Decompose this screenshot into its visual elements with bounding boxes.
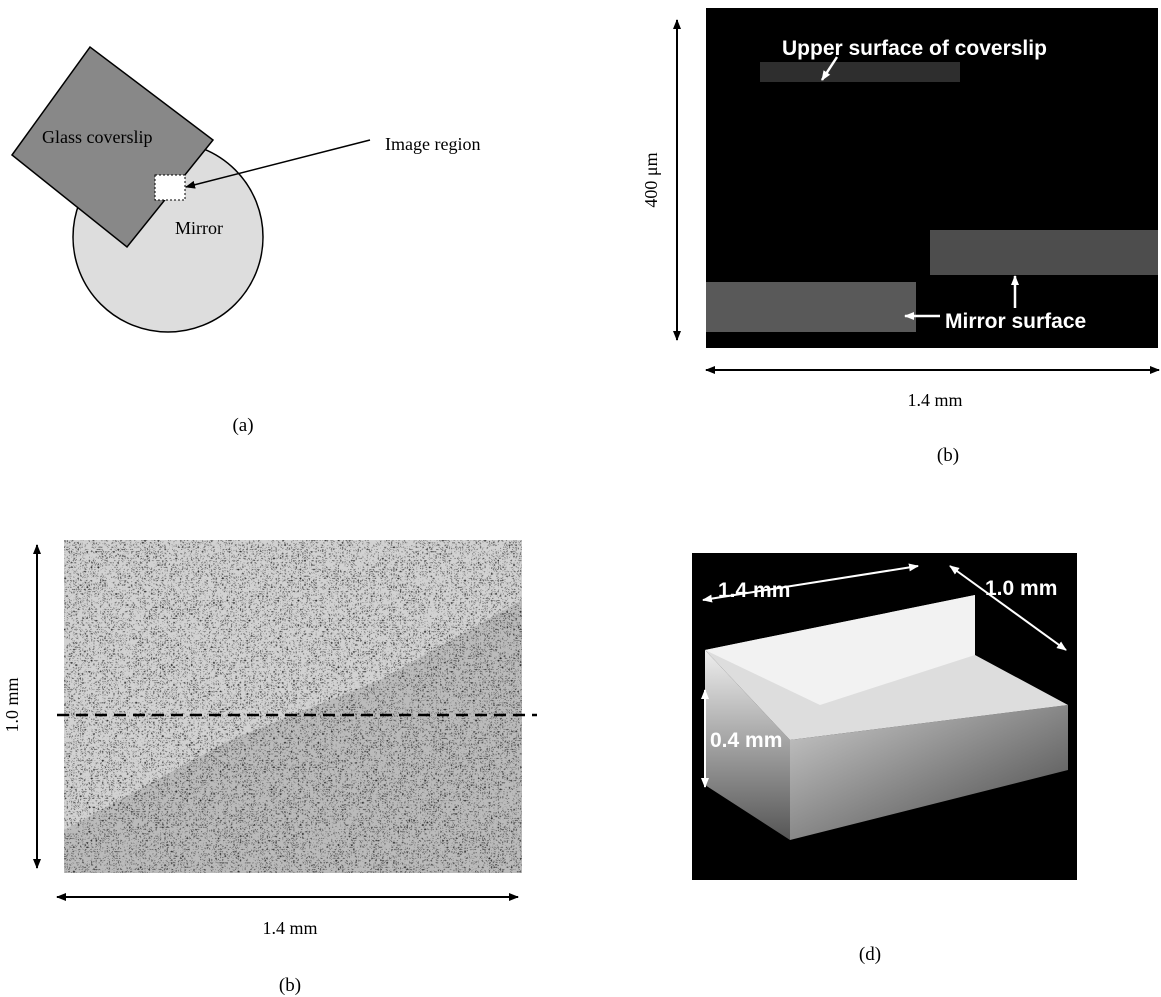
annotation: Mirror xyxy=(175,218,223,238)
image-noise xyxy=(64,540,522,873)
dimension-arrow xyxy=(702,563,919,603)
panel-label: (b) xyxy=(279,975,301,996)
annotation: 0.4 mm xyxy=(710,729,782,752)
panel-a: Glass coverslip Mirror Image region (a) xyxy=(10,45,480,436)
arrow xyxy=(820,56,839,81)
dimension-label: 1.0 mm xyxy=(2,677,22,732)
band xyxy=(930,230,1158,275)
dimension-label: 1.4 mm xyxy=(262,918,317,938)
dimension-label: 1.4 mm xyxy=(907,390,962,410)
annotation: 1.0 mm xyxy=(985,577,1057,600)
block-face xyxy=(705,650,790,840)
annotation: Upper surface of coverslip xyxy=(782,37,1047,60)
panel-d: 1.4 mm 1.0 mm 0.4 mm (d) xyxy=(692,553,1077,965)
panel-b-oct: Upper surface of coverslip Mirror surfac… xyxy=(641,8,1160,466)
dimension-arrow xyxy=(949,565,1067,651)
annotation: Image region xyxy=(385,134,480,154)
panel-label: (d) xyxy=(859,944,881,965)
image-noise xyxy=(706,8,1158,348)
panel-b-enface: 1.0 mm 1.4 mm (b) xyxy=(2,540,537,996)
block-top-raised xyxy=(705,595,975,705)
panel-label: (a) xyxy=(232,415,253,436)
band xyxy=(760,62,960,82)
band xyxy=(706,282,916,332)
block-face xyxy=(790,705,1068,840)
annotation: Mirror surface xyxy=(945,310,1086,333)
panel-label: (b) xyxy=(937,445,959,466)
annotation: Glass coverslip xyxy=(42,127,152,147)
annotation: 1.4 mm xyxy=(718,579,790,602)
dimension-label: 400 μm xyxy=(641,152,661,207)
image-region-box xyxy=(154,174,186,201)
arrow xyxy=(185,139,371,189)
